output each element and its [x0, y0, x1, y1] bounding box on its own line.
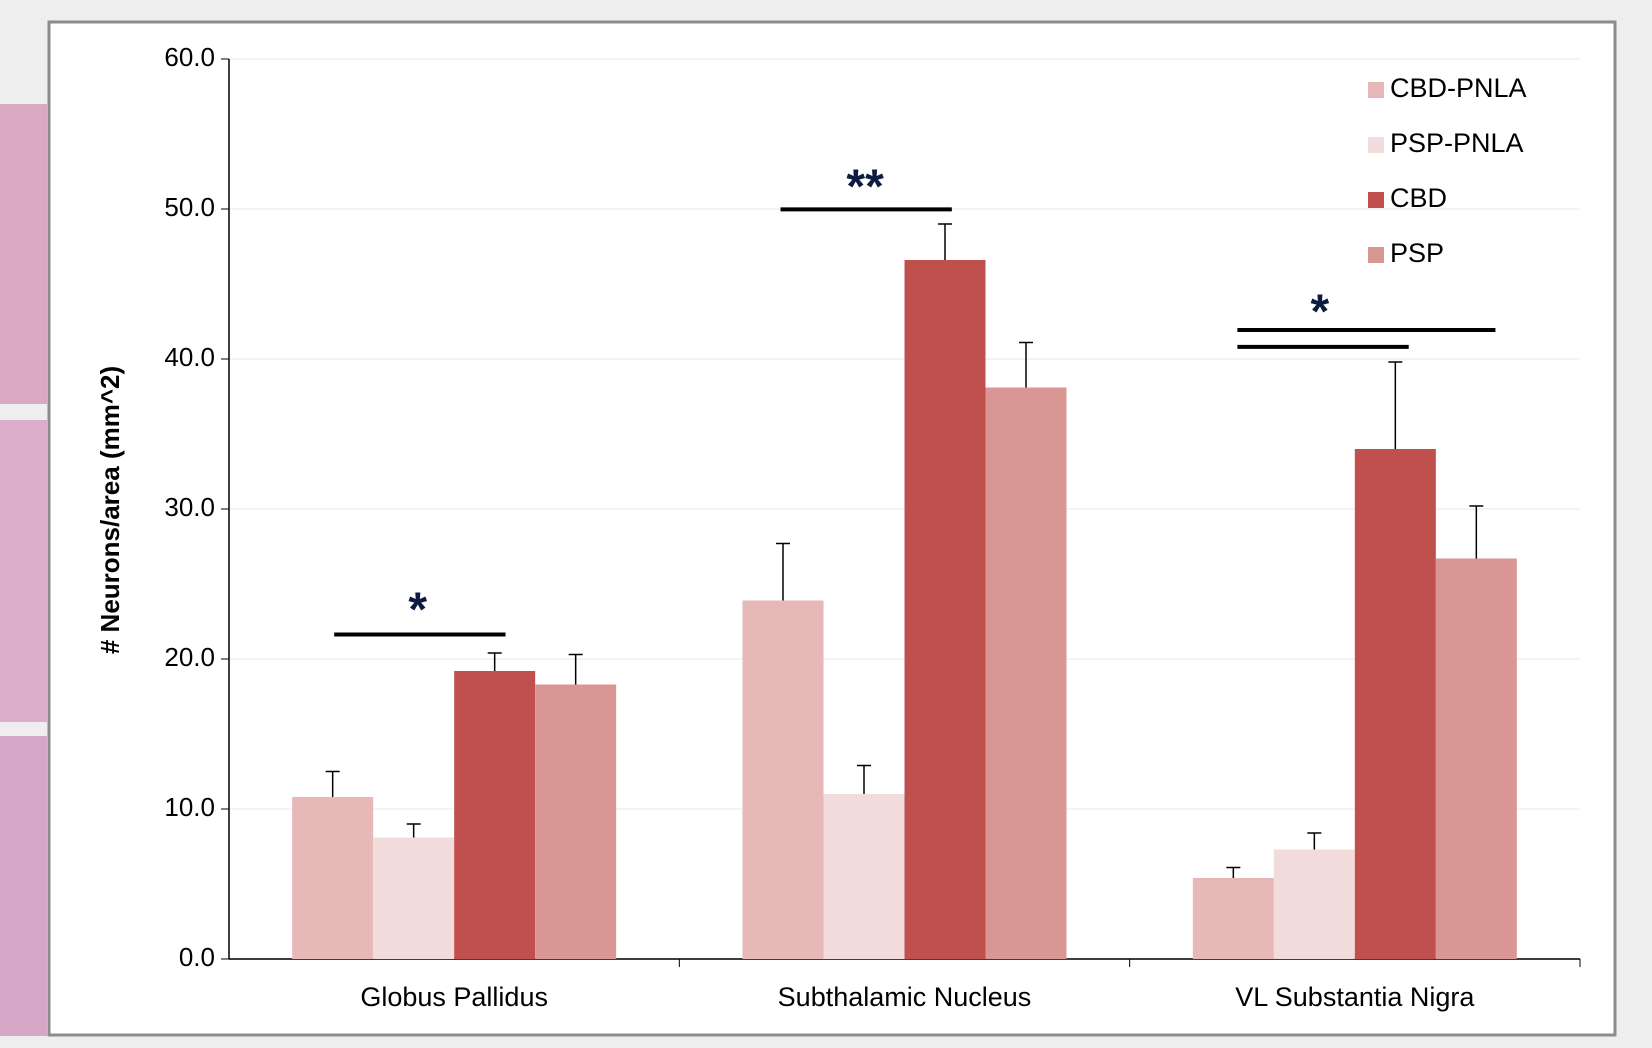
legend-label: CBD-PNLA [1390, 73, 1527, 103]
bar [1355, 449, 1436, 959]
histology-image [0, 736, 47, 1036]
legend-swatch [1368, 137, 1384, 153]
significance-marker: * [408, 584, 427, 637]
y-tick-label: 40.0 [164, 342, 215, 372]
chart: # Neurons/area (mm^2) 0.0 10.0 20.0 30.0 40.… [0, 0, 1652, 1043]
bar [824, 794, 905, 959]
x-tick-label: Subthalamic Nucleus [778, 982, 1032, 1012]
significance-marker: * [1311, 285, 1330, 338]
bar [1274, 850, 1355, 960]
bar [373, 838, 454, 960]
histology-image [0, 420, 47, 722]
y-tick-label: 10.0 [164, 792, 215, 822]
legend-label: PSP-PNLA [1390, 128, 1524, 158]
legend-swatch [1368, 192, 1384, 208]
bar [1436, 559, 1517, 960]
legend-swatch [1368, 247, 1384, 263]
bar [292, 797, 373, 959]
y-tick-label: 20.0 [164, 642, 215, 672]
histology-image [0, 104, 47, 404]
bar [905, 260, 986, 959]
legend-label: PSP [1390, 238, 1444, 268]
y-tick-label: 60.0 [164, 42, 215, 72]
y-tick-label: 50.0 [164, 192, 215, 222]
legend-label: CBD [1390, 183, 1447, 213]
legend-swatch [1368, 82, 1384, 98]
x-tick-label: VL Substantia Nigra [1235, 982, 1475, 1012]
bar [1193, 878, 1274, 959]
bar [454, 671, 535, 959]
page: {"chart_data": {"type": "bar", "y_label"… [0, 0, 1652, 1043]
significance-marker: ** [846, 161, 884, 214]
bar [535, 685, 616, 960]
y-axis-label: # Neurons/area (mm^2) [95, 366, 125, 654]
y-tick-label: 30.0 [164, 492, 215, 522]
x-tick-label: Globus Pallidus [360, 982, 548, 1012]
y-tick-label: 0.0 [179, 942, 215, 972]
bar [986, 388, 1067, 960]
bar [743, 601, 824, 960]
